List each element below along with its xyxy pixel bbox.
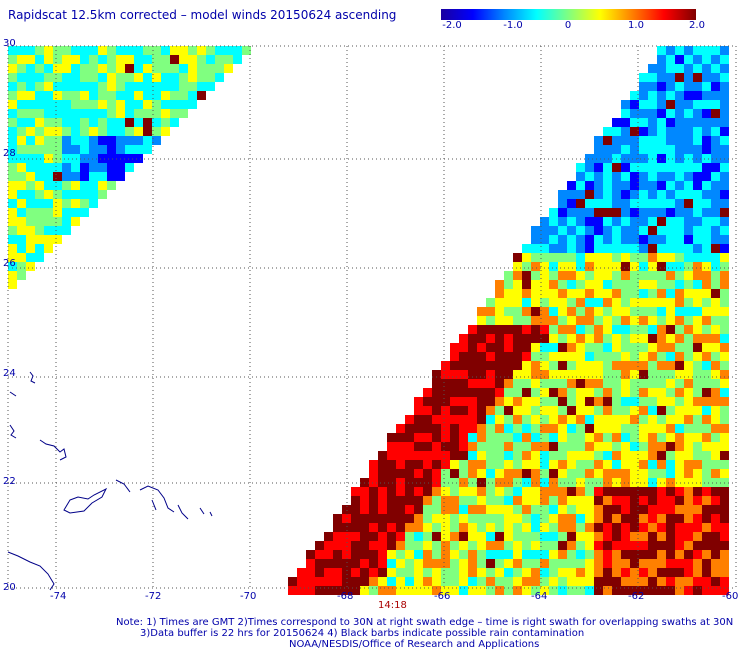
colorbar-tick: 0 [564, 20, 572, 31]
note-line-2: 3)Data buffer is 22 hrs for 20150624 4) … [140, 628, 585, 639]
lat-label: 20 [3, 582, 16, 593]
wind-cells [8, 46, 729, 595]
lat-label: 28 [3, 148, 16, 159]
lon-label: -66 [434, 591, 451, 602]
swath-time-label: 14:18 [378, 600, 407, 611]
lon-label: -72 [145, 591, 162, 602]
colorbar-tick: -1.0 [503, 20, 523, 31]
lon-label: -64 [531, 591, 548, 602]
lon-label: -70 [240, 591, 257, 602]
lat-label: 24 [3, 368, 16, 379]
colorbar-tick: 1.0 [628, 20, 644, 31]
lon-label: -68 [337, 591, 354, 602]
colorbar-tick: -2.0 [442, 20, 462, 31]
coastlines [7, 371, 213, 591]
lon-label: -60 [722, 591, 739, 602]
lon-label: -62 [628, 591, 645, 602]
colorbar [441, 9, 696, 20]
colorbar-tick: 2.0 [689, 20, 705, 31]
lon-label: -74 [50, 591, 67, 602]
lat-label: 30 [3, 38, 16, 49]
lat-lon-grid [7, 45, 737, 589]
note-line-3: NOAA/NESDIS/Office of Research and Appli… [289, 639, 540, 650]
lat-label: 22 [3, 476, 16, 487]
note-line-1: Note: 1) Times are GMT 2)Times correspon… [116, 617, 734, 628]
lat-label: 26 [3, 258, 16, 269]
map-title: Rapidscat 12.5km corrected – model winds… [8, 8, 397, 22]
